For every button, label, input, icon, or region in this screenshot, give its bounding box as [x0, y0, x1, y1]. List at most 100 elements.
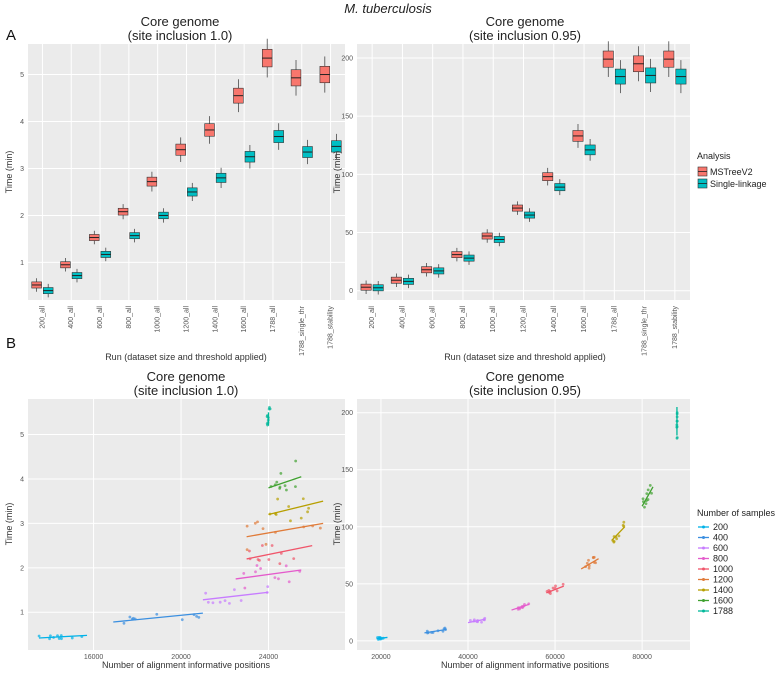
- a1-xtick-label: 1788_all: [270, 306, 277, 333]
- b2-point: [646, 488, 650, 492]
- a1-xtick-label: 400_all: [68, 306, 75, 329]
- b2-point: [617, 534, 621, 538]
- b1-point: [242, 572, 246, 575]
- b1-trend-line: [246, 522, 324, 538]
- a1-ytick-label: 2: [20, 213, 24, 220]
- legend-samples-key-dot: [702, 599, 705, 602]
- a2-xtick-label: 1600_all: [581, 306, 588, 333]
- b1-point: [248, 549, 251, 553]
- a1-xtick-label: 1788_single_thr: [299, 305, 306, 355]
- b1-point: [284, 564, 288, 568]
- legend-analysis-item: Single-linkage: [710, 179, 767, 189]
- a1-ytick-label: 3: [20, 166, 24, 173]
- b2-trend-line: [376, 636, 388, 640]
- chart-b2-title: Core genome: [486, 369, 565, 384]
- b1-xtick-label: 20000: [171, 654, 191, 661]
- chart-b1: Core genome (site inclusion 1.0) 1 2 3 4 5 16…: [4, 369, 345, 670]
- a1-xtick-label: 200_all: [39, 306, 46, 329]
- chart-b1-ylabel: Time (min): [4, 503, 14, 546]
- b1-point: [180, 618, 184, 622]
- b2-point: [648, 484, 652, 487]
- b1-point: [294, 459, 298, 463]
- b1-point: [256, 520, 259, 524]
- b1-point: [301, 497, 305, 501]
- b1-point: [232, 588, 236, 592]
- legend-samples-key-dot: [702, 567, 705, 571]
- legend-samples-item: 400: [713, 533, 728, 543]
- a2-ytick-label: 0: [349, 288, 353, 295]
- b1-point: [245, 524, 249, 528]
- legend-samples-item: 200: [713, 522, 728, 532]
- b1-point: [294, 485, 297, 489]
- b1-point: [285, 488, 288, 492]
- b1-trend-line: [246, 544, 313, 560]
- b1-point: [60, 637, 63, 641]
- legend-samples-item: 800: [713, 554, 728, 564]
- b2-xtick-label: 40000: [458, 654, 478, 661]
- b2-xtick-label: 80000: [632, 654, 652, 661]
- legend-samples-item: 1000: [713, 564, 733, 574]
- b2-point: [650, 491, 653, 495]
- b2-ytick-label: 100: [341, 524, 353, 531]
- b1-point: [264, 542, 268, 546]
- a2-ytick-label: 200: [341, 55, 353, 62]
- b1-trend-line: [268, 476, 302, 489]
- a2-ytick-label: 100: [341, 172, 353, 179]
- b1-point: [128, 615, 132, 619]
- b1-point: [289, 519, 292, 523]
- a2-xtick-label: 200_all: [369, 306, 376, 329]
- b1-point: [254, 570, 257, 574]
- legend-samples-key-dot: [702, 609, 705, 613]
- a1-xtick-label: 1788_stability: [328, 306, 335, 349]
- b1-point: [155, 612, 159, 616]
- a2-xtick-label: 1788_stability: [672, 306, 679, 349]
- chart-a2-xlabel: Run (dataset size and threshold applied): [444, 352, 606, 362]
- b2-ytick-label: 50: [345, 581, 353, 588]
- a2-xtick-label: 1788_single_thr: [642, 305, 649, 355]
- b1-trend-line: [235, 569, 302, 580]
- b2-xtick-label: 60000: [545, 654, 565, 661]
- b1-point: [307, 506, 310, 510]
- b1-point: [258, 558, 261, 562]
- b2-xtick-label: 20000: [371, 654, 391, 661]
- b2-point: [643, 505, 646, 509]
- a2-xtick-label: 1788_all: [611, 306, 618, 333]
- b1-point: [223, 599, 227, 602]
- b1-point: [48, 634, 52, 638]
- b2-point: [561, 582, 565, 586]
- legend-analysis-title: Analysis: [697, 151, 731, 161]
- chart-a1: Core genome (site inclusion 1.0) 1 2 3 4 5 20…: [4, 14, 345, 362]
- b1-point: [211, 601, 215, 605]
- chart-a2-subtitle: (site inclusion 0.95): [469, 28, 581, 43]
- chart-b2-subtitle: (site inclusion 0.95): [469, 383, 581, 398]
- chart-a2-title: Core genome: [486, 14, 565, 29]
- b1-point: [273, 576, 277, 580]
- b1-trend-line: [38, 634, 88, 639]
- b1-point: [283, 484, 287, 488]
- b1-point: [57, 637, 61, 640]
- legend-samples-item: 1600: [713, 596, 733, 606]
- chart-b1-xlabel: Number of alignment informative position…: [102, 660, 271, 670]
- chart-b1-subtitle: (site inclusion 1.0): [134, 383, 239, 398]
- legend-samples-key-dot: [702, 546, 705, 550]
- b1-trend-line: [202, 591, 269, 601]
- b1-point: [270, 544, 274, 547]
- b1-point: [195, 614, 198, 618]
- a1-ytick-label: 5: [20, 72, 24, 79]
- b2-trend-line: [641, 486, 654, 507]
- b1-xtick-label: 16000: [84, 654, 104, 661]
- legend-analysis-item: MSTreeV2: [710, 167, 753, 177]
- a1-xtick-label: 800_all: [126, 306, 133, 329]
- b2-trend-line: [611, 526, 626, 541]
- a2-xtick-label: 600_all: [430, 306, 437, 329]
- b1-point: [267, 558, 271, 561]
- legend-samples-item: 1788: [713, 606, 733, 616]
- panel-a-label: A: [6, 27, 16, 44]
- b1-point: [261, 527, 265, 531]
- b1-point: [299, 516, 303, 520]
- chart-b2-plot-area: [357, 399, 690, 650]
- chart-a2: Core genome (site inclusion 0.95) 0 50 100…: [332, 14, 690, 362]
- a1-xtick-label: 1400_all: [212, 306, 219, 333]
- b2-point: [587, 558, 590, 562]
